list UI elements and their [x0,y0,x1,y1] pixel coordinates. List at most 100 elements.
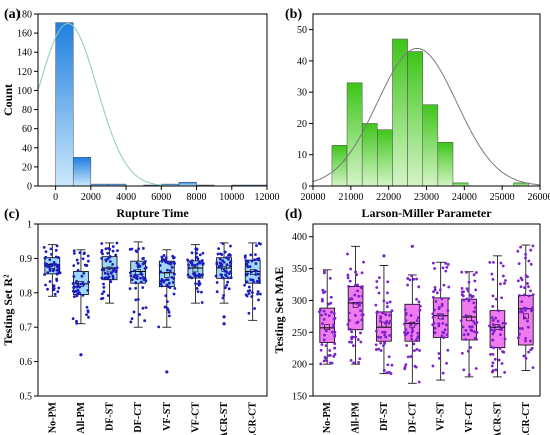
data-point [171,280,175,284]
data-point [135,274,139,278]
data-point [243,256,247,259]
category-label: ACR-ST [219,402,230,435]
data-point [488,260,492,264]
data-point [160,259,164,263]
data-point [437,322,441,326]
data-point [356,320,360,324]
data-point [217,247,221,251]
data-point [254,273,258,276]
data-point [100,292,104,296]
data-point [417,380,421,384]
data-point [83,251,86,255]
x-axis-title: Larson-Miller Parameter [361,206,492,220]
data-point [85,264,89,267]
data-point [362,260,365,264]
data-point [72,285,76,289]
data-point [523,286,526,290]
data-point [108,267,111,271]
data-point [491,369,495,372]
data-point [469,293,472,297]
data-point [321,322,324,326]
data-point [379,341,383,345]
data-point [136,264,140,268]
data-point [109,280,112,283]
data-point [350,337,353,341]
data-point [460,290,464,294]
data-point [219,252,222,256]
data-point [385,301,389,305]
data-point [404,363,408,366]
data-point [52,288,56,292]
data-point [196,262,199,266]
data-point [168,269,172,273]
y-tick-label: 150 [292,392,307,403]
histogram-bar [422,104,439,187]
data-point [132,275,136,279]
data-point [247,311,251,315]
data-point [243,283,246,287]
data-point [377,347,380,351]
data-point [444,323,448,327]
data-point [491,332,495,336]
data-point [381,330,384,334]
data-point [196,274,200,278]
data-point [491,338,495,342]
data-point [406,331,410,335]
data-point [244,259,248,263]
data-point [460,293,464,297]
data-point [139,280,143,284]
data-point [413,349,416,352]
data-point [360,271,364,275]
data-point [489,345,493,349]
data-point [49,247,53,251]
data-point [164,294,168,298]
y-tick-label: 250 [292,328,307,339]
data-point [324,312,328,316]
y-tick-label: 0.6 [20,357,33,368]
box [518,294,534,346]
data-point [375,311,379,315]
data-point [431,295,435,299]
data-point [441,266,445,270]
data-point [357,294,361,298]
data-point [103,271,107,275]
data-point [387,355,391,359]
data-point [504,279,507,282]
data-point [55,279,59,283]
data-point [50,263,54,267]
data-point [228,261,232,265]
data-point [218,264,222,268]
data-point [171,254,175,258]
data-point [350,340,354,344]
data-point [504,322,507,325]
data-point [359,331,362,335]
x-tick-label: 23000 [414,192,439,203]
mean-marker [164,272,170,278]
data-point [377,291,381,295]
data-point [491,277,495,281]
data-point [350,297,354,301]
data-point [434,299,438,303]
data-point [433,288,437,292]
data-point [521,310,524,314]
data-point [82,271,86,275]
data-point [100,256,104,260]
data-point [406,277,410,280]
data-point [464,338,468,341]
data-point [200,273,203,277]
data-point [415,339,419,342]
data-point [81,281,85,285]
data-point [466,289,470,293]
mean-marker [381,321,387,328]
data-point [497,358,501,362]
mean-marker [437,313,444,320]
data-point [197,279,201,283]
data-point [254,262,258,265]
data-point [75,294,79,298]
data-point [44,283,47,287]
data-point [245,262,249,266]
data-point [470,325,474,329]
data-point [246,260,250,264]
data-point [198,253,202,257]
mean-marker [106,266,113,273]
